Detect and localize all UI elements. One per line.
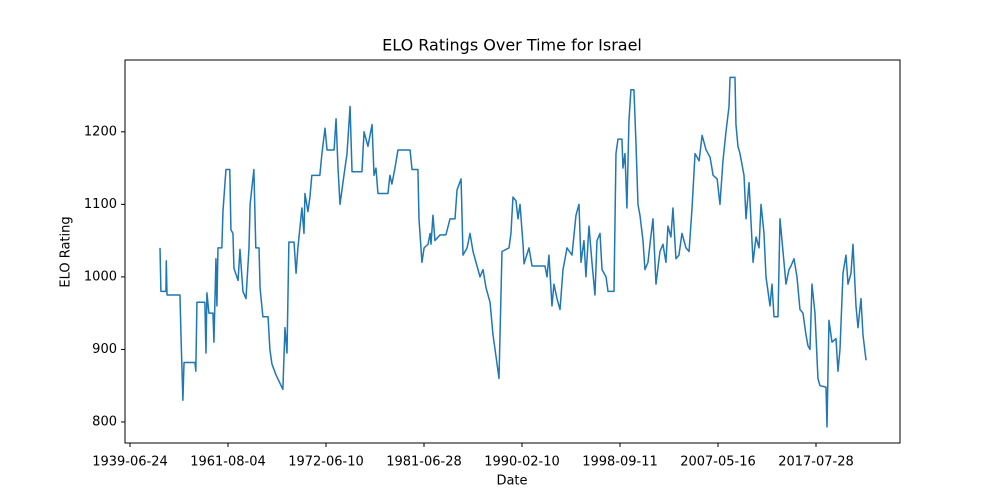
x-tick-label: 2017-07-28: [778, 455, 854, 470]
x-tick-label: 1990-02-10: [484, 455, 560, 470]
x-tick-label: 1939-06-24: [92, 455, 168, 470]
x-tick-label: 1972-06-10: [288, 455, 364, 470]
x-tick-label: 1981-06-28: [386, 455, 462, 470]
y-tick-label: 1100: [84, 197, 117, 212]
y-tick-label: 1000: [84, 269, 117, 284]
y-tick-label: 1200: [84, 124, 117, 139]
y-tick-label: 900: [92, 342, 117, 357]
x-tick-label: 2007-05-16: [680, 455, 756, 470]
y-tick-label: 800: [92, 414, 117, 429]
data-line: [159, 76, 867, 428]
x-axis-label: Date: [496, 474, 527, 489]
chart-title: ELO Ratings Over Time for Israel: [382, 36, 642, 55]
y-axis-label: ELO Rating: [59, 216, 74, 287]
x-tick-label: 1961-08-04: [190, 455, 266, 470]
x-tick-label: 1998-09-11: [582, 455, 658, 470]
plot-frame: [124, 59, 901, 444]
